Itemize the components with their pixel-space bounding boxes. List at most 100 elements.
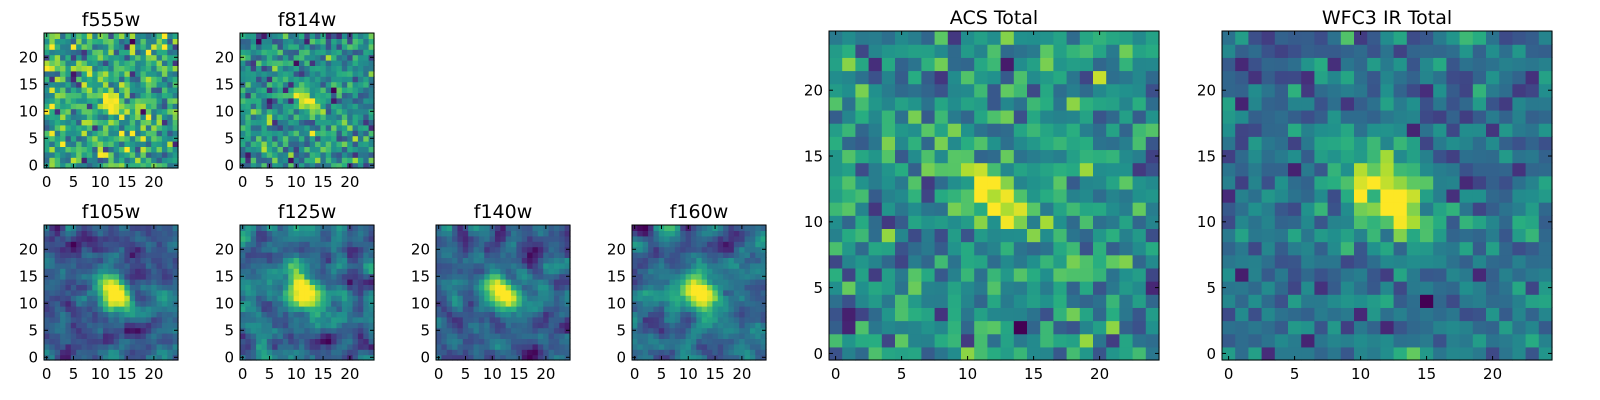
heatmap-cell bbox=[452, 333, 459, 339]
heatmap-cell bbox=[331, 103, 338, 110]
heatmap-cell bbox=[156, 284, 163, 291]
heatmap-cell bbox=[60, 141, 67, 147]
heatmap-cell bbox=[325, 54, 332, 61]
heatmap-cell bbox=[543, 252, 550, 258]
heatmap-cell bbox=[653, 252, 660, 258]
heatmap-cell bbox=[277, 235, 284, 242]
heatmap-cell bbox=[113, 295, 120, 302]
heatmap-cell bbox=[256, 162, 263, 169]
heatmap-cell bbox=[947, 149, 962, 164]
heatmap-cell bbox=[172, 284, 179, 291]
heatmap-cell bbox=[277, 225, 284, 231]
heatmap-cell bbox=[1000, 136, 1015, 151]
heatmap-cell bbox=[1261, 346, 1276, 361]
heatmap-cell bbox=[685, 257, 692, 264]
heatmap-cell bbox=[363, 157, 370, 164]
heatmap-cell bbox=[44, 114, 50, 120]
heatmap-cell bbox=[462, 257, 469, 264]
heatmap-cell bbox=[129, 279, 136, 285]
heatmap-cell bbox=[974, 320, 988, 335]
heatmap-cell bbox=[1040, 70, 1054, 85]
heatmap-cell bbox=[685, 262, 692, 269]
heatmap-cell bbox=[1079, 149, 1094, 164]
heatmap-cell bbox=[309, 141, 316, 147]
heatmap-cell bbox=[357, 151, 364, 158]
heatmap-cell bbox=[1027, 228, 1041, 243]
heatmap-cell bbox=[320, 349, 327, 356]
heatmap-cell bbox=[336, 76, 343, 83]
heatmap-cell bbox=[947, 136, 962, 151]
heatmap-cell bbox=[49, 268, 56, 275]
heatmap-cell bbox=[728, 252, 735, 258]
heatmap-cell bbox=[60, 70, 67, 77]
heatmap-cell bbox=[156, 81, 163, 88]
heatmap-cell bbox=[1340, 149, 1355, 164]
heatmap-cell bbox=[347, 119, 354, 126]
heatmap-cell bbox=[172, 33, 179, 39]
heatmap-cell bbox=[140, 262, 147, 269]
heatmap-cell bbox=[261, 235, 268, 242]
heatmap-cell bbox=[441, 257, 448, 264]
heatmap-cell bbox=[749, 306, 756, 312]
heatmap-cell bbox=[140, 257, 147, 264]
heatmap-cell bbox=[436, 306, 442, 312]
heatmap-cell bbox=[494, 311, 501, 318]
heatmap-cell bbox=[1119, 175, 1134, 190]
heatmap-cell bbox=[298, 146, 305, 153]
heatmap-cell bbox=[1248, 202, 1263, 216]
heatmap-cell bbox=[167, 322, 174, 329]
heatmap-cell bbox=[500, 235, 507, 242]
heatmap-cell bbox=[266, 76, 273, 83]
heatmap-cell bbox=[336, 338, 343, 345]
heatmap-cell bbox=[1433, 215, 1447, 229]
heatmap-cell bbox=[357, 97, 364, 104]
heatmap-cell bbox=[559, 230, 566, 237]
heatmap-cell bbox=[553, 235, 560, 242]
heatmap-cell bbox=[1486, 333, 1500, 348]
heatmap-cell bbox=[468, 257, 475, 264]
heatmap-cell bbox=[1261, 149, 1276, 164]
heatmap-cell bbox=[1420, 346, 1434, 361]
heatmap-cell bbox=[690, 235, 697, 242]
heatmap-cell bbox=[70, 241, 77, 248]
heatmap-cell bbox=[537, 235, 544, 242]
heatmap-cell bbox=[44, 257, 50, 264]
heatmap-cell bbox=[478, 241, 485, 248]
heatmap-cell bbox=[1406, 162, 1421, 177]
heatmap-cell bbox=[543, 300, 550, 307]
heatmap-cell bbox=[1288, 149, 1302, 164]
heatmap-cell bbox=[65, 246, 72, 253]
heatmap-cell bbox=[457, 306, 464, 312]
heatmap-cell bbox=[712, 338, 719, 345]
heatmap-cell bbox=[363, 279, 370, 285]
heatmap-cell bbox=[352, 76, 359, 83]
heatmap-cell bbox=[119, 135, 125, 142]
heatmap-cell bbox=[113, 316, 120, 323]
heatmap-cell bbox=[658, 246, 665, 253]
heatmap-cell bbox=[1079, 346, 1094, 361]
heatmap-cell bbox=[564, 241, 571, 248]
heatmap-cell bbox=[473, 300, 480, 307]
heatmap-cell bbox=[1000, 31, 1015, 45]
heatmap-cell bbox=[60, 119, 67, 126]
heatmap-cell bbox=[277, 124, 284, 131]
heatmap-cell bbox=[331, 76, 338, 83]
heatmap-cell bbox=[298, 54, 305, 61]
heatmap-cell bbox=[277, 76, 284, 83]
heatmap-cell bbox=[363, 300, 370, 307]
heatmap-cell bbox=[548, 306, 555, 312]
heatmap-cell bbox=[65, 70, 72, 77]
heatmap-cell bbox=[272, 119, 279, 126]
heatmap-cell bbox=[1420, 162, 1434, 177]
heatmap-cell bbox=[452, 252, 459, 258]
heatmap-cell bbox=[1235, 202, 1249, 216]
heatmap-cell bbox=[315, 162, 321, 169]
heatmap-cell bbox=[489, 230, 496, 237]
heatmap-cell bbox=[478, 257, 485, 264]
x-tick-label: 0 bbox=[238, 365, 248, 383]
heatmap-cell bbox=[744, 349, 751, 356]
heatmap-cell bbox=[1145, 162, 1160, 177]
heatmap-cell bbox=[65, 76, 72, 83]
heatmap-cell bbox=[140, 114, 147, 120]
heatmap-cell bbox=[755, 246, 762, 253]
